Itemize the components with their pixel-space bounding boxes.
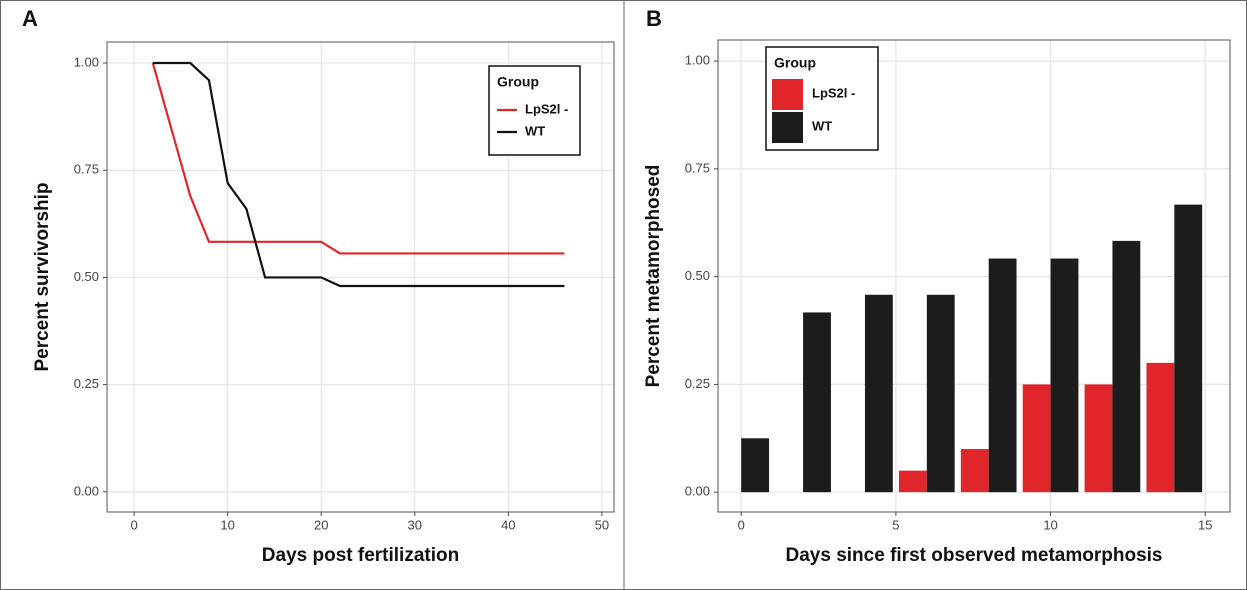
y-tick-label: 0.50 — [685, 268, 710, 283]
panel-label: A — [22, 6, 38, 31]
bar — [960, 449, 989, 493]
bar — [864, 294, 893, 493]
x-axis-title: Days since first observed metamorphosis — [786, 545, 1163, 566]
legend-label: LpS2l - — [525, 101, 568, 116]
y-tick-label: 0.75 — [685, 160, 710, 175]
x-axis-title: Days post fertilization — [262, 545, 459, 566]
bar — [741, 438, 770, 493]
legend-swatch — [772, 79, 803, 110]
y-axis-title: Percent survivorship — [32, 182, 53, 371]
x-tick-label: 0 — [131, 517, 138, 532]
y-tick-label: 0.25 — [74, 376, 99, 391]
x-tick-label: 15 — [1198, 517, 1212, 532]
bar — [1084, 384, 1113, 493]
legend-swatch — [772, 112, 803, 143]
x-tick-label: 30 — [408, 517, 422, 532]
bar — [1022, 384, 1051, 493]
plot-border — [106, 41, 615, 513]
plot-border — [717, 39, 1231, 513]
y-tick-label: 1.00 — [685, 53, 710, 68]
x-tick-label: 50 — [595, 517, 609, 532]
legend-title: Group — [774, 55, 816, 71]
bar — [803, 312, 831, 493]
legend-title: Group — [497, 74, 539, 90]
y-tick-label: 0.00 — [74, 483, 99, 498]
legend-label: WT — [525, 123, 545, 138]
x-tick-label: 40 — [501, 517, 515, 532]
y-tick-label: 1.00 — [74, 54, 99, 69]
bar — [1146, 362, 1175, 493]
y-tick-label: 0.25 — [685, 376, 710, 391]
y-tick-label: 0.50 — [74, 269, 99, 284]
legend-label: WT — [812, 118, 832, 133]
x-tick-label: 5 — [892, 517, 899, 532]
x-tick-label: 10 — [1043, 517, 1057, 532]
bar — [1174, 204, 1203, 493]
bar — [926, 294, 955, 493]
bar — [1112, 240, 1141, 493]
bar — [988, 258, 1017, 493]
x-tick-label: 20 — [314, 517, 328, 532]
panel-label: B — [646, 6, 662, 31]
x-tick-label: 10 — [220, 517, 234, 532]
bar — [898, 470, 927, 493]
x-tick-label: 0 — [738, 517, 745, 532]
bar — [1050, 258, 1079, 493]
y-axis-title: Percent metamorphosed — [643, 165, 664, 388]
legend-label: LpS2l - — [812, 85, 855, 100]
y-tick-label: 0.00 — [685, 484, 710, 499]
series-line — [151, 62, 565, 255]
y-tick-label: 0.75 — [74, 162, 99, 177]
series-line — [152, 61, 565, 288]
